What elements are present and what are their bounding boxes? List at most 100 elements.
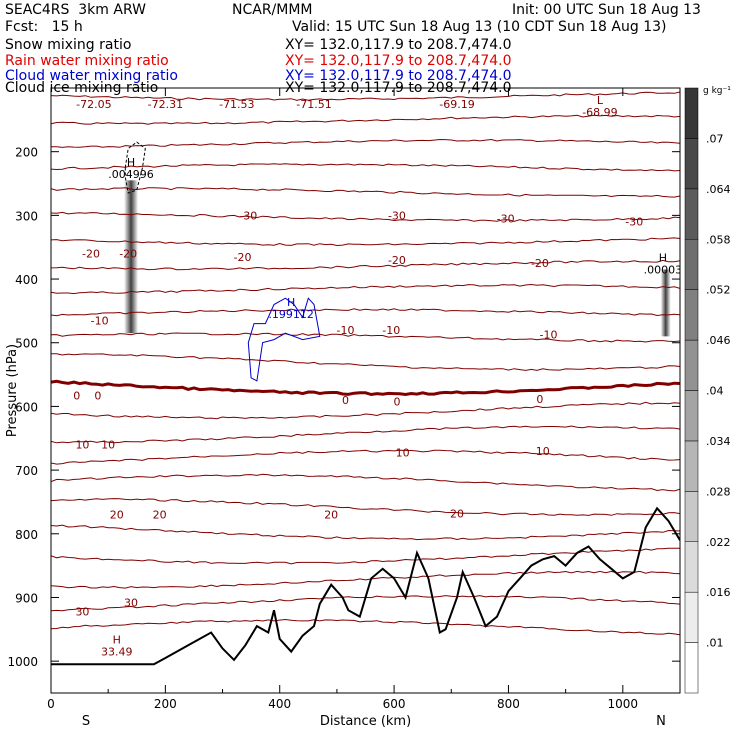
isotherm-label: 0 [393,395,400,408]
isotherm-line [51,618,680,636]
y-axis-label: Pressure (hPa) [5,344,20,437]
isotherm-line [51,259,680,271]
y-tick-label: 800 [15,528,38,542]
temperature-extremum-marker: H [113,634,121,647]
y-tick-label: 900 [15,591,38,605]
isotherm-label: -30 [388,209,406,222]
isotherm-label: 20 [450,507,464,520]
isotherm-line [51,570,680,589]
isotherm-label: 0 [536,393,543,406]
isotherm-label: -20 [531,257,549,270]
hydrometeor-max-marker: H [287,296,295,309]
x-tick-label: 200 [154,697,177,711]
isotherm-label: 10 [75,439,89,452]
isotherm-label: -10 [539,328,557,341]
hydrometeor-max-value: .00003 [644,264,683,277]
isotherm-label: -20 [119,248,137,261]
x-tick-label: 600 [383,697,406,711]
y-tick-label: 700 [15,464,38,478]
y-tick-label: 200 [15,146,38,160]
isotherm-line [51,91,680,101]
y-tick-label: 400 [15,273,38,287]
colorbar-swatch [684,138,699,190]
colorbar-unit-label: g kg⁻¹ [703,86,731,96]
forecast-hour: Fcst: 15 h [5,19,83,35]
isotherm-label: 10 [396,446,410,459]
snow-contour [124,141,146,194]
isotherm-label: -69.19 [439,98,474,111]
colorbar-swatch [684,239,699,290]
isotherm-line [51,353,680,371]
north-end-label: N [656,714,666,729]
isotherm-label: -72.05 [76,98,111,111]
x-tick-label: 400 [268,697,291,711]
valid-time: Valid: 15 UTC Sun 18 Aug 13 (10 CDT Sun … [292,19,667,35]
isotherm-label: -10 [91,314,109,327]
isotherm-label: 10 [101,439,115,452]
colorbar-swatch [684,642,699,694]
isotherm-line [51,237,680,247]
field-xy-rain: XY= 132.0,117.9 to 208.7,474.0 [285,53,512,69]
isotherm-line [51,498,680,516]
x-tick-label: 1000 [608,697,639,711]
isotherm-label: -30 [497,213,515,226]
colorbar-swatch [684,390,699,442]
hydrometeor-max-value: .199112 [268,308,314,321]
colorbar-swatch [684,339,699,391]
isotherm-line [51,308,680,317]
isotherm-label: -30 [625,216,643,229]
isotherm-label: 20 [110,509,124,522]
isotherm-line [51,524,680,541]
freezing-level-isotherm [51,379,680,397]
isotherm-line [51,187,680,198]
y-tick-label: 300 [15,209,38,223]
colorbar-tick-label: .022 [706,536,731,549]
isotherm-label: 10 [536,445,550,458]
field-label-rain: Rain water mixing ratio [5,53,169,69]
field-xy-cloud-water: XY= 132.0,117.9 to 208.7,474.0 [285,68,512,84]
colorbar-tick-label: .016 [706,586,731,599]
isotherm-line [51,449,680,465]
isotherm-label: -71.53 [219,98,254,111]
plot-frame [50,87,681,694]
colorbar-tick-label: .058 [706,233,731,246]
temperature-extremum-marker: L [597,94,604,107]
isotherm-label: 30 [124,597,138,610]
colorbar-swatch [684,188,699,240]
x-axis-label: Distance (km) [320,714,411,729]
isotherm-line [51,163,680,172]
isotherm-line [51,332,680,343]
isotherm-label: 20 [324,509,338,522]
hydrometeor-max-marker: H [127,156,135,169]
isotherm-label: 30 [75,605,89,618]
colorbar-tick-label: .04 [706,385,724,398]
isotherm-label: -30 [239,209,257,222]
organization: NCAR/MMM [232,2,313,18]
field-label-snow: Snow mixing ratio [5,37,132,53]
y-tick-label: 1000 [7,655,38,669]
isotherm-line [51,283,680,295]
isotherm-label: -20 [82,248,100,261]
init-time: Init: 00 UTC Sun 18 Aug 13 [512,2,701,18]
colorbar-tick-label: .034 [706,435,731,448]
terrain-profile [51,506,680,666]
colorbar-tick-label: .046 [706,334,731,347]
hydrometeor-max-value: .004996 [108,168,154,181]
colorbar-swatch [684,491,699,543]
colorbar-tick-label: .052 [706,284,731,297]
colorbar-tick-label: .07 [706,132,724,145]
ice-mixing-shading-1 [124,180,139,334]
hydrometeor-max-marker: H [659,252,667,265]
south-end-label: S [82,714,90,729]
isotherm-label: -20 [234,251,252,264]
colorbar-swatch [684,440,699,492]
model-title: SEAC4RS 3km ARW [5,2,146,18]
colorbar-tick-label: .064 [706,183,731,196]
x-tick-label: 800 [497,697,520,711]
field-xy-snow: XY= 132.0,117.9 to 208.7,474.0 [285,37,512,53]
isotherm-line [51,114,680,125]
isotherm-label: 0 [94,390,101,403]
colorbar-swatch [684,289,699,341]
x-tick-label: 0 [47,697,55,711]
isotherm-line [51,473,680,492]
